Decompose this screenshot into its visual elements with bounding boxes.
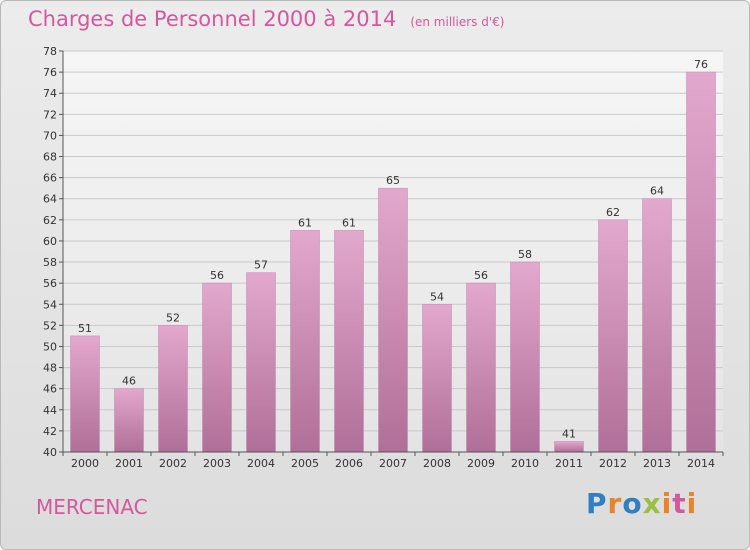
data-label-2010: 58: [518, 248, 532, 261]
bar-2007: [378, 187, 408, 453]
data-label-2002: 52: [166, 311, 180, 324]
bar-2009: [466, 282, 496, 453]
chart-unit: (en milliers d'€): [410, 15, 505, 29]
axes: 40 42 44 46 48 50 52 54 56 58 60 62 64 66 68 70 72 74 76 78…: [43, 45, 724, 470]
bar-2013: [642, 198, 672, 453]
data-label-2011: 41: [562, 427, 576, 440]
x-tick-label: 2002: [159, 457, 187, 470]
bar-2005: [290, 230, 320, 453]
bar-2002: [158, 325, 188, 453]
x-tick-label: 2010: [511, 457, 539, 470]
data-label-2005: 61: [298, 216, 312, 229]
data-label-2008: 54: [430, 290, 444, 303]
y-tick-label: 58: [43, 256, 57, 269]
bar-2011: [554, 441, 584, 453]
x-tick-label: 2004: [247, 457, 275, 470]
bar-2014: [686, 71, 716, 453]
bar-2012: [598, 219, 628, 453]
bar-2000: [70, 335, 100, 453]
x-tick-label: 2003: [203, 457, 231, 470]
x-tick-label: 2005: [291, 457, 319, 470]
x-tick-label: 2006: [335, 457, 363, 470]
x-tick-label: 2009: [467, 457, 495, 470]
x-tick-label: 2000: [71, 457, 99, 470]
bar-2001: [114, 388, 144, 453]
data-label-2001: 46: [122, 375, 136, 388]
y-tick-label: 56: [43, 277, 57, 290]
y-tick-label: 50: [43, 340, 57, 353]
x-tick-label: 2001: [115, 457, 143, 470]
data-label-2003: 56: [210, 269, 224, 282]
data-label-2009: 56: [474, 269, 488, 282]
place-name: MERCENAC: [36, 495, 148, 519]
bar-2003: [202, 282, 232, 453]
data-label-2007: 65: [386, 174, 400, 187]
x-tick-label: 2007: [379, 457, 407, 470]
x-tick-label: 2012: [599, 457, 627, 470]
y-tick-label: 44: [43, 404, 57, 417]
bars: 51 46 52 56 57 61 61 65 54 56 58 41 62 64 76: [70, 58, 716, 453]
x-tick-label: 2008: [423, 457, 451, 470]
y-tick-label: 60: [43, 235, 57, 248]
y-tick-label: 74: [43, 87, 57, 100]
data-label-2014: 76: [694, 58, 708, 71]
y-tick-label: 66: [43, 172, 57, 185]
y-tick-label: 78: [43, 45, 57, 58]
chart-title-text: Charges de Personnel 2000 à 2014: [28, 7, 397, 31]
x-tick-label: 2014: [687, 457, 715, 470]
y-tick-label: 68: [43, 151, 57, 164]
y-tick-label: 42: [43, 425, 57, 438]
y-tick-label: 52: [43, 319, 57, 332]
bar-2008: [422, 304, 452, 453]
bar-2004: [246, 272, 276, 453]
proxiti-logo[interactable]: Proxiti: [586, 487, 698, 520]
x-tick-label: 2011: [555, 457, 583, 470]
bar-2006: [334, 230, 364, 453]
y-tick-label: 64: [43, 193, 57, 206]
y-tick-label: 70: [43, 129, 57, 142]
x-tick-label: 2013: [643, 457, 671, 470]
y-tick-label: 54: [43, 298, 57, 311]
bar-2010: [510, 261, 540, 453]
y-tick-label: 46: [43, 383, 57, 396]
data-label-2006: 61: [342, 216, 356, 229]
data-label-2004: 57: [254, 259, 268, 272]
y-tick-label: 62: [43, 214, 57, 227]
y-tick-label: 72: [43, 108, 57, 121]
y-tick-label: 40: [43, 446, 57, 459]
y-tick-label: 76: [43, 66, 57, 79]
y-tick-label: 48: [43, 362, 57, 375]
data-label-2013: 64: [650, 185, 664, 198]
chart-title: Charges de Personnel 2000 à 2014 (en mill…: [28, 7, 504, 31]
data-label-2000: 51: [78, 322, 92, 335]
data-label-2012: 62: [606, 206, 620, 219]
